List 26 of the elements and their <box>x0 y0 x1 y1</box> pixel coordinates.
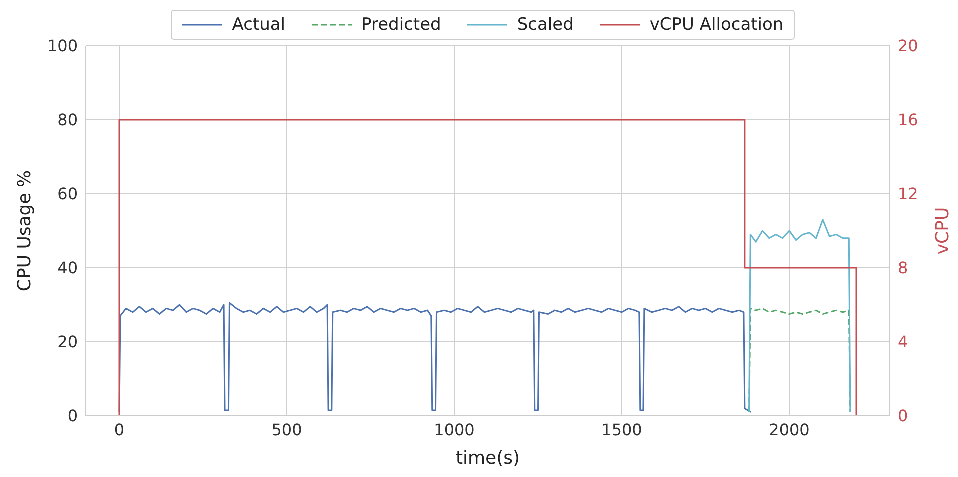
x-tick-label: 2000 <box>769 420 810 440</box>
y2-tick-label: 16 <box>898 110 918 130</box>
y2-tick-label: 8 <box>898 258 908 278</box>
x-tick-label: 1000 <box>434 420 475 440</box>
y2-tick-label: 12 <box>898 184 918 204</box>
y-tick-label: 100 <box>47 36 78 56</box>
y2-tick-label: 0 <box>898 406 908 426</box>
y-axis-title: CPU Usage % <box>14 170 36 292</box>
legend-label: Scaled <box>517 15 574 35</box>
line-series <box>748 219 852 414</box>
x-tick-label: 1500 <box>602 420 642 440</box>
y-tick-label: 80 <box>58 110 78 130</box>
y-tick-label: 0 <box>68 406 78 426</box>
legend-label: Actual <box>232 15 286 35</box>
x-axis-title: time(s) <box>456 448 520 469</box>
y2-axis-title: vCPU <box>932 207 954 255</box>
y-tick-label: 20 <box>58 332 78 352</box>
legend-label: Predicted <box>362 15 442 35</box>
legend-label: vCPU Allocation <box>650 15 784 35</box>
y2-tick-label: 20 <box>898 36 918 56</box>
line-series <box>118 302 752 414</box>
x-tick-label: 500 <box>272 420 302 440</box>
y2-tick-label: 4 <box>898 332 908 352</box>
x-tick-label: 0 <box>114 420 125 440</box>
y-tick-label: 60 <box>58 184 78 204</box>
y-tick-label: 40 <box>58 258 78 278</box>
